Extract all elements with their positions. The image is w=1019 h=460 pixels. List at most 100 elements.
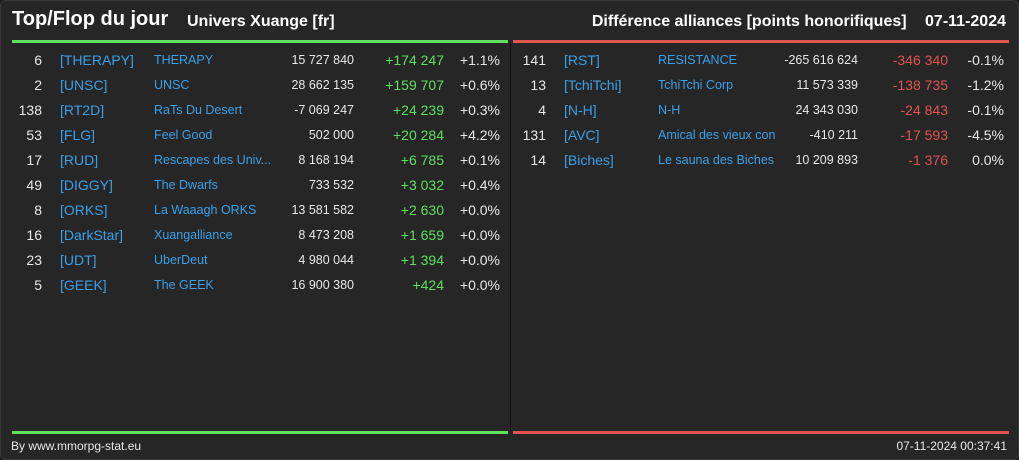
points-diff: +1 659 xyxy=(400,227,444,243)
top-row: 8 [ORKS] La Waaagh ORKS 13 581 582 +2 630 +0.… xyxy=(12,198,512,223)
alliance-tag[interactable]: [THERAPY] xyxy=(60,52,134,68)
alliance-points: 24 343 030 xyxy=(795,103,858,117)
top-row: 49 [DIGGY] The Dwarfs 733 532 +3 032 +0.4% xyxy=(12,173,512,198)
diff-percent: +0.0% xyxy=(459,227,500,243)
footer-credit[interactable]: By www.mmorpg-stat.eu xyxy=(11,439,142,453)
top-row: 5 [GEEK] The GEEK 16 900 380 +424 +0.0% xyxy=(12,273,512,298)
alliance-tag[interactable]: [N-H] xyxy=(564,102,597,118)
points-diff: -17 593 xyxy=(900,127,948,143)
alliance-tag[interactable]: [UNSC] xyxy=(60,77,108,93)
diff-percent: -1.2% xyxy=(967,77,1004,93)
alliance-tag[interactable]: [RUD] xyxy=(60,152,99,168)
top-row: 6 [THERAPY] THERAPY 15 727 840 +174 247 +1.1% xyxy=(12,48,512,73)
alliance-name[interactable]: Xuangalliance xyxy=(154,228,233,242)
alliance-name[interactable]: The GEEK xyxy=(154,278,214,292)
flop-row: 13 [TchiTchi] TchiTchi Corp 11 573 339 -138 … xyxy=(516,73,1016,98)
diff-percent: -0.1% xyxy=(967,102,1004,118)
alliance-rank: 23 xyxy=(26,252,42,268)
points-diff: -138 735 xyxy=(892,77,948,93)
alliance-name[interactable]: TchiTchi Corp xyxy=(658,78,734,92)
alliance-name[interactable]: Le sauna des Biches xyxy=(658,153,775,167)
alliance-points: 733 532 xyxy=(308,178,354,192)
column-divider xyxy=(510,43,511,431)
points-diff: +24 239 xyxy=(393,102,444,118)
alliance-name[interactable]: N-H xyxy=(658,103,681,117)
flop-row: 4 [N-H] N-H 24 343 030 -24 843 -0.1% xyxy=(516,98,1016,123)
diff-percent: +0.3% xyxy=(459,102,500,118)
points-diff: -346 340 xyxy=(892,52,948,68)
alliance-tag[interactable]: [Biches] xyxy=(564,152,614,168)
alliance-name[interactable]: RESISTANCE xyxy=(658,53,737,67)
universe-label: Univers Xuange [fr] xyxy=(187,13,335,30)
alliance-name[interactable]: The Dwarfs xyxy=(154,178,218,192)
diff-percent: +1.1% xyxy=(459,52,500,68)
alliance-tag[interactable]: [DIGGY] xyxy=(60,177,113,193)
top-row: 2 [UNSC] UNSC 28 662 135 +159 707 +0.6% xyxy=(12,73,512,98)
alliance-points: 13 581 582 xyxy=(291,203,354,217)
alliance-name[interactable]: La Waaagh ORKS xyxy=(154,203,257,217)
top-row: 16 [DarkStar] Xuangalliance 8 473 208 +1 659… xyxy=(12,223,512,248)
points-diff: +174 247 xyxy=(385,52,444,68)
alliance-name[interactable]: UberDeut xyxy=(154,253,208,267)
alliance-points: 28 662 135 xyxy=(291,78,354,92)
points-diff: +159 707 xyxy=(385,77,444,93)
alliance-points: 16 900 380 xyxy=(291,278,354,292)
page-title: Top/Flop du jour xyxy=(12,8,169,30)
alliance-name[interactable]: Feel Good xyxy=(154,128,213,142)
alliance-rank: 2 xyxy=(34,77,42,93)
points-diff: +6 785 xyxy=(400,152,444,168)
alliance-rank: 131 xyxy=(522,127,546,143)
header-right: Différence alliances [points honorifique… xyxy=(578,13,1006,31)
flop-accent-bar xyxy=(513,40,1009,43)
alliance-points: -265 616 624 xyxy=(784,53,858,67)
points-diff: +1 394 xyxy=(400,252,444,268)
alliance-points: -7 069 247 xyxy=(294,103,354,117)
footer-timestamp: 07-11-2024 00:37:41 xyxy=(896,439,1007,453)
alliance-name[interactable]: UNSC xyxy=(154,78,190,92)
alliance-name[interactable]: RaTs Du Desert xyxy=(154,103,243,117)
flop-row: 141 [RST] RESISTANCE -265 616 624 -346 340 -0… xyxy=(516,48,1016,73)
alliance-tag[interactable]: [GEEK] xyxy=(60,277,107,293)
diff-percent: +0.0% xyxy=(459,202,500,218)
alliance-rank: 16 xyxy=(26,227,42,243)
diff-percent: -0.1% xyxy=(967,52,1004,68)
alliance-rank: 49 xyxy=(26,177,42,193)
diff-percent: +0.0% xyxy=(459,252,500,268)
alliance-rank: 53 xyxy=(26,127,42,143)
points-diff: -1 376 xyxy=(908,152,948,168)
top-row: 138 [RT2D] RaTs Du Desert -7 069 247 +24 239… xyxy=(12,98,512,123)
diff-percent: +0.1% xyxy=(459,152,500,168)
alliance-tag[interactable]: [ORKS] xyxy=(60,202,108,218)
flop-row: 14 [Biches] Le sauna des Biches 10 209 893 -… xyxy=(516,148,1016,173)
alliance-points: -410 211 xyxy=(809,128,858,142)
alliance-rank: 5 xyxy=(34,277,42,293)
alliance-tag[interactable]: [UDT] xyxy=(60,252,97,268)
alliance-points: 11 573 339 xyxy=(796,78,858,92)
alliance-tag[interactable]: [AVC] xyxy=(564,127,600,143)
alliance-name[interactable]: Rescapes des Univ... xyxy=(154,153,272,167)
diff-percent: +0.0% xyxy=(459,277,500,293)
alliance-name[interactable]: Amical des vieux con xyxy=(658,128,776,142)
top-row: 17 [RUD] Rescapes des Univ... 8 168 194 +6 7… xyxy=(12,148,512,173)
alliance-rank: 138 xyxy=(18,102,42,118)
alliance-tag[interactable]: [TchiTchi] xyxy=(564,77,622,93)
alliance-tag[interactable]: [RST] xyxy=(564,52,600,68)
alliance-rank: 17 xyxy=(26,152,42,168)
alliance-points: 8 168 194 xyxy=(298,153,354,167)
alliance-rank: 6 xyxy=(34,52,42,68)
diff-percent: 0.0% xyxy=(972,152,1004,168)
flop-bottom-bar xyxy=(513,431,1009,434)
alliance-rank: 4 xyxy=(538,102,546,118)
alliance-rank: 8 xyxy=(34,202,42,218)
diff-percent: -4.5% xyxy=(967,127,1004,143)
alliance-tag[interactable]: [FLG] xyxy=(60,127,96,143)
alliance-name[interactable]: THERAPY xyxy=(154,53,214,67)
alliance-tag[interactable]: [RT2D] xyxy=(60,102,105,118)
points-diff: +2 630 xyxy=(400,202,444,218)
points-diff: +424 xyxy=(412,277,444,293)
header-date: 07-11-2024 xyxy=(925,13,1006,30)
alliance-points: 10 209 893 xyxy=(795,153,858,167)
alliance-tag[interactable]: [DarkStar] xyxy=(60,227,124,243)
metric-label: Différence alliances [points honorifique… xyxy=(591,13,907,30)
alliance-points: 502 000 xyxy=(308,128,354,142)
